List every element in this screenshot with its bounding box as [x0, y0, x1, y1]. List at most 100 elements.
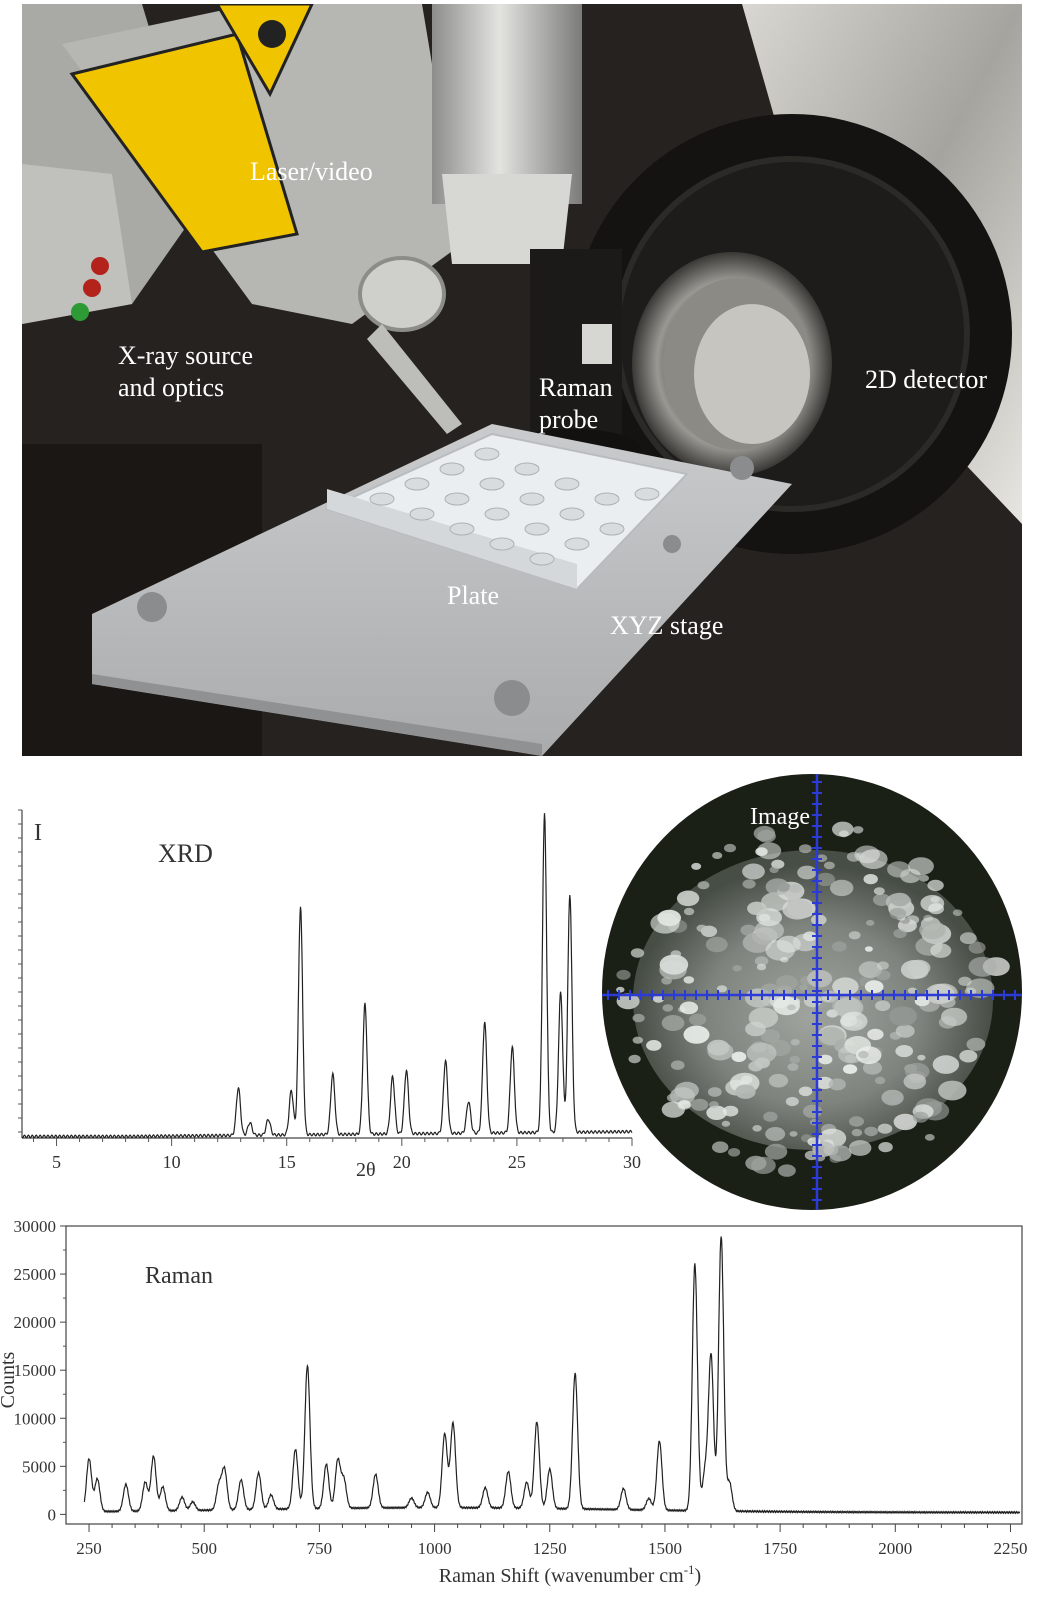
crystal-particle	[691, 862, 702, 870]
crystal-particle	[707, 1087, 722, 1097]
xrd-x-axis-label: 2θ	[356, 1159, 376, 1181]
crystal-particle	[889, 907, 907, 920]
crystal-particle	[938, 1016, 957, 1029]
xrd-x-tick-label: 10	[163, 1152, 181, 1172]
crystal-particle	[661, 1015, 685, 1031]
crystal-particle	[735, 1084, 756, 1099]
crystal-particle	[851, 1128, 863, 1137]
crystal-particle	[632, 1013, 645, 1023]
crystal-particle	[764, 1143, 788, 1160]
label-2d-detector: 2D detector	[865, 365, 987, 394]
crystal-particle	[839, 830, 849, 838]
raman-y-tick-label: 5000	[22, 1457, 56, 1476]
crystal-particle	[903, 1073, 927, 1090]
crystal-particle	[683, 1025, 710, 1044]
crystal-particle	[679, 1001, 699, 1015]
raman-axes: 0 5000 10000 15000 20000 25000 30000 250 500 750 1…	[14, 1217, 1028, 1558]
xrd-y-axis-label: I	[34, 820, 42, 846]
crystal-particle	[927, 879, 944, 892]
crystal-particle	[776, 882, 791, 892]
crystal-particle	[912, 1111, 929, 1123]
crystal-particle	[856, 1046, 882, 1065]
crystal-particle	[852, 826, 864, 834]
crystal-particle	[893, 928, 907, 939]
crystal-particle	[628, 1054, 641, 1064]
xrd-title: XRD	[158, 839, 213, 868]
crystal-particle	[756, 963, 767, 971]
label-xray-source-line1: X-ray source	[118, 341, 253, 370]
instrument-photo: Laser/video X-ray source and optics Rama…	[22, 2, 1022, 756]
crystal-particle	[705, 936, 728, 953]
crystal-particle	[616, 969, 631, 980]
raman-chart: 0 5000 10000 15000 20000 25000 30000 250 500 750 1…	[0, 1210, 1044, 1596]
raman-series-line	[83, 1236, 1021, 1515]
crystal-particle	[771, 859, 785, 869]
label-raman-probe-line2: probe	[539, 405, 598, 434]
crystal-particle	[659, 954, 689, 975]
raman-y-tick-label: 30000	[14, 1217, 57, 1236]
crystal-particle	[632, 1036, 643, 1044]
crystal-particle	[821, 990, 839, 1003]
sample-micrograph: Image	[598, 772, 1026, 1212]
raman-x-tick-label: 2250	[993, 1539, 1027, 1558]
crystal-particle	[932, 1055, 960, 1074]
crystal-particle	[716, 985, 728, 993]
crystal-particle	[817, 1027, 845, 1047]
crystal-particle	[754, 920, 784, 941]
label-plate: Plate	[447, 581, 499, 610]
crystal-particle	[616, 986, 625, 993]
raman-y-tick-label: 20000	[14, 1313, 57, 1332]
crystal-particle	[917, 1054, 926, 1061]
crystal-particle	[930, 943, 952, 958]
crystal-particle	[867, 1032, 877, 1039]
crystal-particle	[765, 940, 795, 961]
crystal-particle	[864, 946, 873, 952]
crystal-particle	[789, 1131, 798, 1137]
crystal-particle	[863, 874, 878, 885]
label-raman-probe-line1: Raman	[539, 373, 613, 402]
crystal-particle	[683, 976, 695, 984]
crystal-particle	[877, 1123, 893, 1134]
raman-x-tick-label: 1250	[533, 1539, 567, 1558]
raman-x-tick-label: 250	[76, 1539, 102, 1558]
crystal-particle	[856, 852, 865, 859]
crystal-particle	[789, 1055, 801, 1064]
crystal-particle	[968, 956, 997, 977]
crystal-particle	[887, 1094, 902, 1105]
crystal-particle	[966, 978, 995, 998]
crystal-particle	[661, 977, 672, 985]
crystal-particle	[724, 843, 736, 853]
crystal-particle	[966, 1037, 986, 1051]
crystal-particle	[849, 1116, 864, 1127]
crystal-particle	[776, 975, 798, 991]
raman-x-tick-label: 500	[191, 1539, 217, 1558]
sample-micrograph-image: Image	[602, 774, 1022, 1210]
crystal-particle	[732, 965, 742, 972]
crystal-particle	[670, 1060, 685, 1070]
crystal-particle	[740, 924, 757, 936]
crystal-particle	[747, 901, 767, 916]
instrument-photo-illustration: Laser/video X-ray source and optics Rama…	[22, 2, 1022, 756]
label-laser-video: Laser/video	[250, 157, 373, 186]
crystal-particle	[751, 1156, 776, 1174]
crystal-particle	[742, 879, 756, 889]
crystal-particle	[728, 1148, 741, 1157]
crystal-particle	[706, 1105, 727, 1120]
crystal-particle	[907, 987, 917, 994]
crystal-particle	[745, 1021, 766, 1037]
crystal-particle	[889, 1031, 902, 1040]
crystal-particle	[666, 1093, 679, 1102]
crystal-particle	[760, 983, 779, 997]
crystal-particle	[657, 909, 681, 927]
crystal-particle	[876, 970, 891, 981]
crystal-particle	[864, 980, 884, 994]
crystal-particle	[769, 866, 779, 874]
crystal-particle	[952, 909, 963, 916]
crystal-particle	[968, 941, 986, 954]
micrograph-label: Image	[750, 804, 810, 830]
crystal-particle	[798, 1086, 813, 1097]
crystal-particle	[787, 1063, 799, 1071]
crystal-particle	[752, 1125, 762, 1132]
xrd-x-tick-label: 30	[623, 1152, 641, 1172]
raman-x-axis-label: Raman Shift (wavenumber cm-1)	[439, 1562, 701, 1587]
